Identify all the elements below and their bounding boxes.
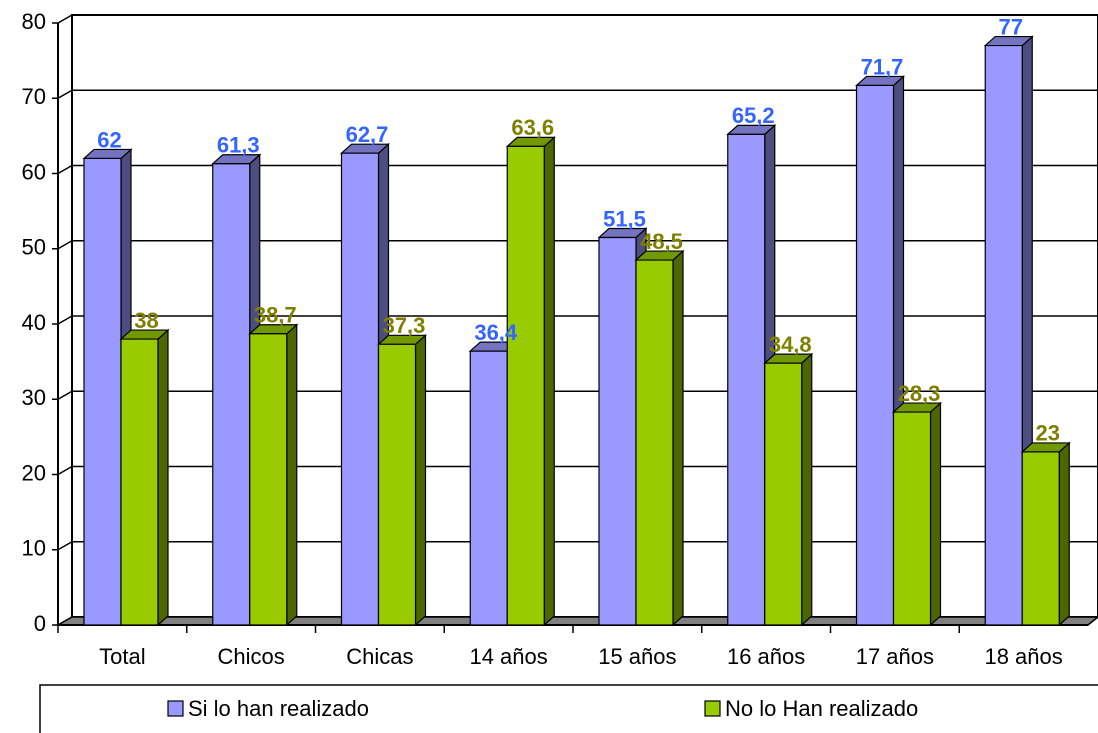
bar (248, 323, 299, 627)
bar (505, 136, 556, 627)
value-label: 28,3 (898, 381, 941, 406)
value-label: 77 (999, 14, 1023, 39)
bar-front (1021, 451, 1060, 626)
bar-side (929, 401, 942, 627)
grid-line (57, 390, 73, 400)
x-tick-label: 14 años (469, 644, 547, 669)
y-tick-label: 80 (22, 9, 46, 34)
value-label: 61,3 (217, 133, 260, 158)
bar-side (801, 352, 813, 627)
bar-side (157, 328, 169, 627)
y-tick-label: 10 (22, 536, 46, 561)
y-tick-label: 60 (22, 159, 46, 184)
value-label: 71,7 (861, 54, 904, 79)
grid-line (57, 465, 73, 476)
value-label: 34,8 (769, 332, 812, 357)
bar (763, 352, 814, 627)
bar (1020, 441, 1071, 627)
bar-front (120, 338, 159, 626)
legend-swatch (704, 700, 721, 717)
grid-line (57, 14, 73, 24)
legend-box (39, 684, 1098, 733)
legend-label: No lo Han realizado (725, 696, 918, 721)
value-label: 38,7 (254, 303, 297, 328)
bar-side (1058, 441, 1070, 627)
bar-front (892, 411, 932, 626)
y-tick-label: 50 (22, 235, 46, 260)
bar-front (469, 350, 508, 626)
bar-front (249, 333, 288, 626)
x-tick-label: 17 años (856, 644, 934, 669)
value-label: 62,7 (346, 122, 389, 147)
y-tick-label: 40 (22, 310, 46, 335)
legend-label: Si lo han realizado (188, 696, 369, 721)
value-label: 38 (134, 308, 158, 333)
grid-line (57, 240, 73, 250)
bar-front (598, 236, 637, 626)
bar-side (414, 333, 427, 627)
value-label: 65,2 (732, 103, 775, 128)
bar-front (855, 84, 895, 626)
x-tick-label: Chicos (218, 644, 285, 669)
bar (119, 328, 170, 627)
x-tick-label: 16 años (727, 644, 805, 669)
x-tick-label: 18 años (984, 644, 1062, 669)
bar-front (984, 44, 1023, 626)
y-tick-label: 20 (22, 460, 46, 485)
bar (376, 333, 428, 627)
grid-line (57, 89, 73, 99)
bar-side (672, 249, 684, 627)
bar-front (340, 152, 380, 626)
y-tick-label: 30 (22, 385, 46, 410)
bar-front (83, 157, 122, 626)
y-tick-label: 0 (34, 611, 46, 636)
value-label: 37,3 (383, 313, 426, 338)
grid-line (57, 164, 73, 175)
value-label: 23 (1036, 421, 1060, 446)
bar-side (286, 323, 298, 627)
bar (634, 249, 685, 627)
x-tick-label: 15 años (598, 644, 676, 669)
value-label: 36,4 (474, 320, 518, 345)
value-label: 48,5 (640, 229, 683, 254)
bar-front (506, 145, 545, 626)
y-tick-label: 70 (22, 84, 46, 109)
value-label: 51,5 (603, 206, 646, 231)
bar-side (543, 136, 555, 627)
grid-line (57, 541, 73, 551)
value-label: 63,6 (511, 115, 554, 140)
bar-front (635, 259, 674, 626)
grid-line (57, 315, 73, 325)
bar-front (727, 133, 766, 626)
bar-front (764, 362, 803, 626)
legend-swatch (167, 700, 184, 717)
bar-front (377, 343, 417, 626)
bar-front (212, 163, 251, 626)
x-tick-label: Total (99, 644, 145, 669)
x-tick-label: Chicas (346, 644, 413, 669)
value-label: 62 (97, 127, 121, 152)
bar (891, 401, 943, 627)
